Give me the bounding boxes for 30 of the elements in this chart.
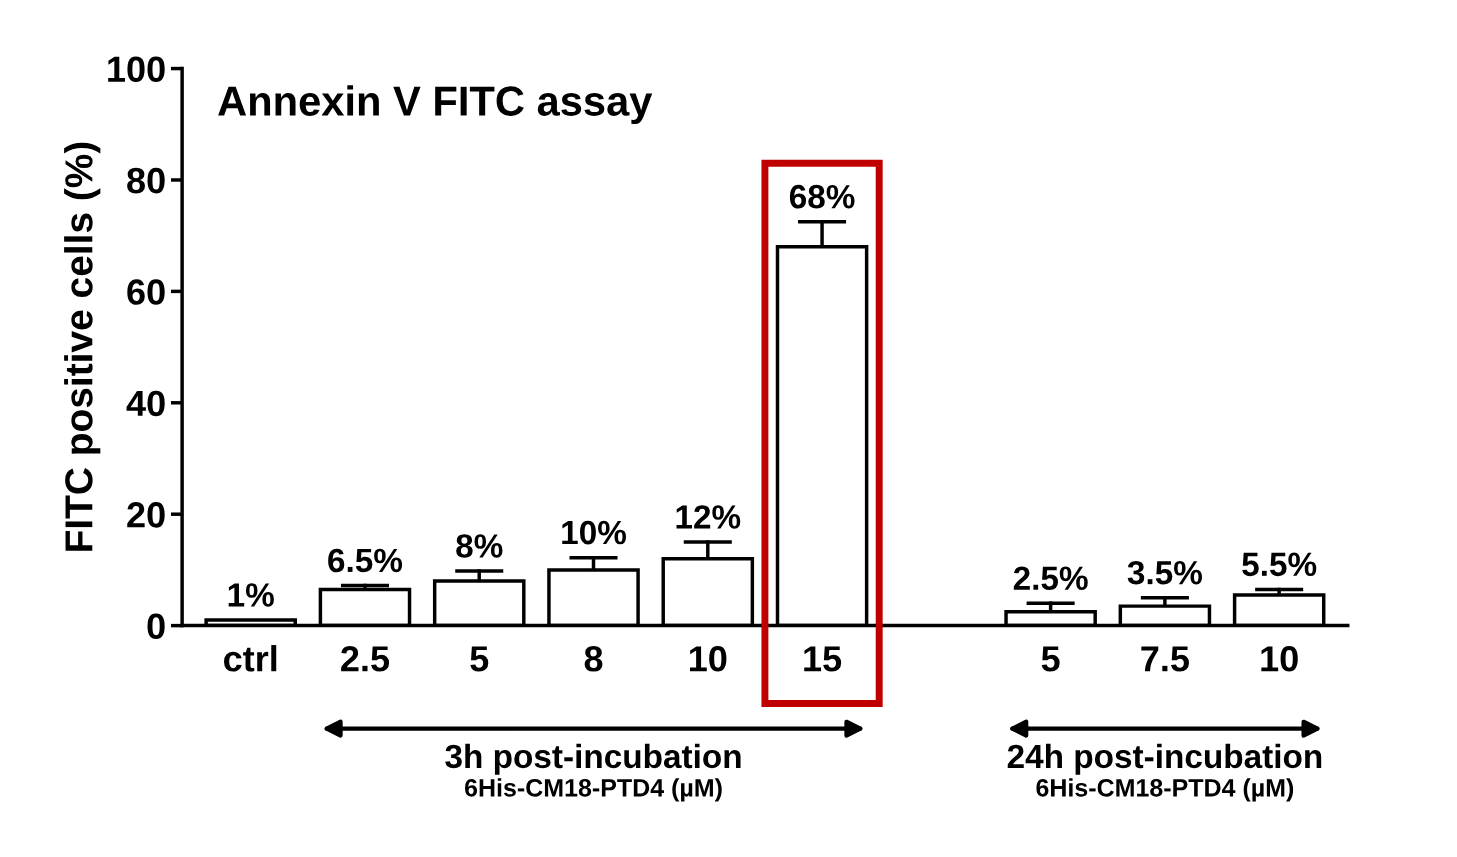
text: 3h post-incubation bbox=[445, 743, 741, 775]
data-label: 10% bbox=[562, 520, 626, 545]
x-tick-label: 2.5 bbox=[341, 646, 390, 672]
data-label: 12% bbox=[676, 505, 741, 529]
chart-title: Annexin V FITC assay bbox=[218, 85, 653, 125]
x-tick-label: 5 bbox=[470, 646, 489, 672]
x-tick-label: 10 bbox=[689, 646, 727, 672]
data-label: 5.5% bbox=[1242, 552, 1317, 577]
text: 6His-CM18-PTD4 (µM) bbox=[465, 778, 722, 802]
x-tick-label: 15 bbox=[804, 646, 842, 672]
y-tick-label: 100 bbox=[108, 56, 165, 82]
data-label: 6.5% bbox=[328, 548, 403, 573]
data-label: 3.5% bbox=[1127, 560, 1202, 585]
data-label: 2.5% bbox=[1013, 566, 1088, 591]
data-label: 1% bbox=[228, 583, 274, 607]
text: 6His-CM18-PTD4 (µM) bbox=[1036, 778, 1294, 802]
text: 24h post-incubation bbox=[1007, 743, 1322, 775]
x-tick-label: ctrl bbox=[224, 645, 277, 672]
y-tick-label: 40 bbox=[126, 390, 165, 417]
y-tick-label: 20 bbox=[127, 502, 165, 528]
y-tick-label: 80 bbox=[127, 167, 165, 194]
y-tick-label: 0 bbox=[147, 613, 165, 640]
y-axis-title: FITC positive cells (%) bbox=[64, 142, 101, 551]
x-tick-label: 8 bbox=[584, 646, 603, 672]
data-label: 8% bbox=[456, 534, 503, 558]
x-tick-label: 10 bbox=[1261, 646, 1298, 672]
y-tick-label: 60 bbox=[127, 279, 165, 305]
data-label: 68% bbox=[789, 184, 855, 209]
x-tick-label: 5 bbox=[1041, 646, 1060, 672]
x-tick-label: 7.5 bbox=[1141, 646, 1189, 672]
